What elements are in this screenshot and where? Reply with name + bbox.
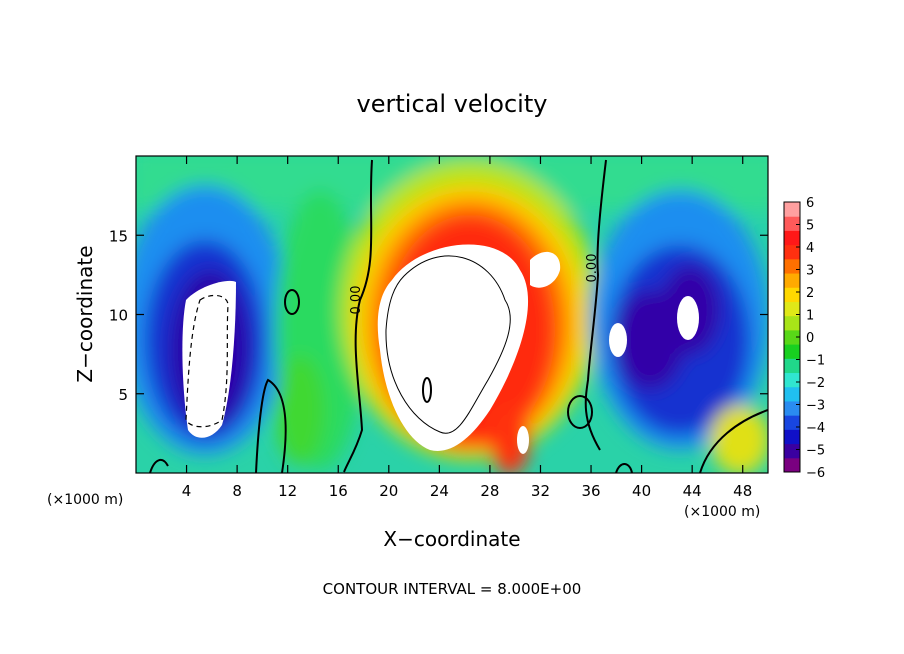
x-tick-label-6: 28	[480, 482, 499, 500]
y-tick-label-1: 10	[109, 307, 128, 325]
colorbar-swatch-11	[784, 301, 800, 317]
y-axis: 5 10 15	[109, 227, 768, 404]
x-tick-label-10: 44	[683, 482, 702, 500]
colorbar: 6 5 4 3 2 1 0 −1 −2 −3 −4 −5 −6	[783, 196, 825, 481]
x-tick-label-4: 20	[379, 482, 398, 500]
colorbar-swatch-9	[784, 329, 800, 345]
colorbar-swatch-16	[784, 230, 800, 246]
colorbar-label-6: 0	[806, 331, 814, 346]
colorbar-swatch-13	[784, 273, 800, 288]
colorbar-label-5: 1	[806, 309, 814, 324]
y-tick-label-2: 15	[109, 227, 128, 245]
chart-title: vertical velocity	[357, 90, 548, 118]
x-unit-left: (×1000 m)	[47, 492, 123, 508]
x-tick-label-5: 24	[430, 482, 449, 500]
y-axis-label: Z−coordinate	[73, 245, 97, 382]
colorbar-swatch-18	[784, 202, 800, 217]
colorbar-swatch-4	[784, 400, 800, 416]
colorbar-swatch-10	[784, 315, 800, 331]
colorbar-label-4: 2	[806, 286, 814, 301]
colorbar-label-0: 6	[806, 196, 814, 211]
colorbar-swatch-6	[784, 372, 800, 388]
x-axis: 4 8 12 16 20 24 28 32 36 40 44 48	[182, 156, 752, 500]
colorbar-swatch-0	[784, 457, 800, 473]
y-tick-label-0: 5	[118, 386, 128, 404]
colorbar-swatch-3	[784, 415, 800, 430]
x-axis-label: X−coordinate	[383, 527, 520, 551]
colorbar-label-12: −6	[806, 466, 825, 481]
heatmap-field	[136, 156, 768, 473]
contour-label-right: 0.00	[585, 254, 600, 283]
x-tick-label-0: 4	[182, 482, 192, 500]
colorbar-swatch-12	[784, 287, 800, 302]
x-tick-label-2: 12	[278, 482, 297, 500]
colorbar-label-8: −2	[806, 376, 825, 391]
x-tick-label-7: 32	[531, 482, 550, 500]
colorbar-label-1: 5	[806, 219, 814, 234]
contour-label-left: 0.00	[349, 286, 364, 315]
colorbar-label-3: 3	[806, 264, 814, 279]
colorbar-swatch-1	[784, 443, 800, 459]
colorbar-swatch-17	[784, 216, 800, 231]
colorbar-swatch-7	[784, 358, 800, 374]
x-tick-label-1: 8	[232, 482, 242, 500]
x-tick-label-3: 16	[329, 482, 348, 500]
colorbar-swatch-2	[784, 429, 800, 445]
colorbar-swatch-5	[784, 386, 800, 402]
x-tick-label-9: 40	[632, 482, 651, 500]
colorbar-label-9: −3	[806, 399, 825, 414]
x-unit-right: (×1000 m)	[684, 504, 760, 520]
colorbar-swatch-15	[784, 244, 800, 260]
x-tick-label-11: 48	[733, 482, 752, 500]
colorbar-swatch-8	[784, 344, 800, 359]
colorbar-label-10: −4	[806, 421, 825, 436]
contour-interval-note: CONTOUR INTERVAL = 8.000E+00	[323, 580, 582, 598]
colorbar-label-2: 4	[806, 241, 814, 256]
colorbar-swatch-14	[784, 258, 800, 274]
x-tick-label-8: 36	[581, 482, 600, 500]
colorbar-label-7: −1	[806, 354, 825, 369]
colorbar-label-11: −5	[806, 444, 825, 459]
